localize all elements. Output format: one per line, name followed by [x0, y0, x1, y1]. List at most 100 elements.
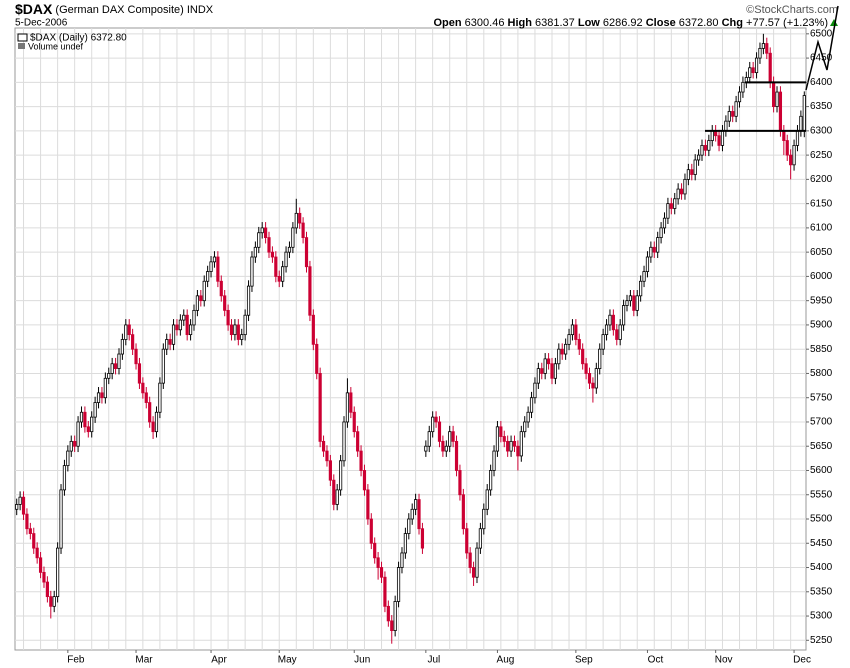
candle-body — [137, 363, 142, 384]
candle-body — [707, 140, 711, 151]
y-tick-label: 6100 — [810, 223, 833, 234]
y-tick-label: 6400 — [810, 77, 833, 88]
candle-body — [727, 111, 731, 122]
candle-body — [52, 596, 56, 607]
candle-body — [277, 276, 281, 282]
candle-body — [148, 402, 152, 423]
candle-body — [366, 489, 370, 520]
candle-body — [56, 547, 60, 598]
candle-body — [662, 217, 667, 229]
candle-body — [652, 246, 656, 253]
candle-body — [25, 513, 29, 530]
candle-body — [165, 339, 169, 350]
candle-body — [45, 581, 49, 598]
candle-body — [332, 479, 336, 505]
candle-body — [59, 489, 63, 549]
candle-body — [577, 339, 581, 350]
candle-body — [564, 343, 568, 355]
candle-body — [383, 576, 387, 607]
candle-body — [782, 130, 786, 141]
candle-body — [304, 237, 309, 268]
candle-body — [188, 324, 193, 336]
candle-body — [516, 445, 520, 457]
y-tick-label: 5300 — [810, 611, 833, 622]
candle-body — [345, 392, 350, 423]
candle-body — [107, 373, 111, 379]
legend-entry: Volume undef — [28, 41, 84, 51]
candle-body — [287, 246, 292, 253]
candle-body — [465, 528, 469, 554]
candle-body — [741, 81, 745, 93]
candle-body — [768, 52, 772, 83]
legend-icon — [17, 33, 28, 42]
candle-body — [795, 130, 800, 146]
candle-body — [390, 620, 394, 631]
candle-body — [373, 542, 377, 559]
candle-body — [560, 348, 564, 355]
candle-body — [448, 431, 452, 447]
candle-body — [656, 237, 660, 253]
legend-entry: $DAX (Daily) 6372.80 — [30, 33, 127, 44]
candle-body — [28, 528, 32, 534]
candle-body — [86, 426, 90, 433]
candle-body — [212, 256, 217, 263]
candle-body — [90, 416, 94, 433]
candle-body — [720, 130, 725, 146]
candle-body — [257, 232, 261, 248]
candle-body — [792, 145, 796, 166]
candle-body — [751, 67, 755, 74]
candle-body — [543, 358, 547, 374]
candle-body — [690, 169, 694, 175]
y-tick-label: 6050 — [810, 247, 833, 258]
candle-body — [615, 329, 619, 340]
quote-value: 6381.37 — [535, 17, 575, 29]
candle-body — [69, 440, 73, 452]
candle-body — [676, 188, 680, 200]
credit: ©StockCharts.com — [746, 4, 838, 16]
quote-label: Close — [646, 17, 676, 29]
candle-body — [161, 348, 165, 384]
y-tick-label: 5500 — [810, 514, 833, 525]
y-tick-label: 5900 — [810, 320, 833, 331]
candle-body — [478, 528, 482, 549]
candle-body — [737, 91, 742, 103]
x-tick-label: May — [278, 655, 297, 666]
candle-body — [154, 411, 159, 433]
candle-body — [294, 212, 298, 229]
candle-body — [407, 518, 411, 534]
x-tick-label: Mar — [135, 655, 153, 666]
quote-label: High — [508, 17, 533, 29]
candle-body — [301, 222, 305, 238]
y-tick-label: 6000 — [810, 271, 833, 282]
quote-value: 6372.80 — [679, 17, 719, 29]
candle-body — [291, 227, 295, 248]
candle-body — [96, 392, 101, 403]
candle-body — [178, 319, 182, 331]
date: 5-Dec-2006 — [15, 18, 68, 29]
candle-body — [113, 363, 118, 369]
candle-body — [202, 280, 206, 302]
y-tick-label: 5700 — [810, 417, 833, 428]
candle-body — [431, 416, 435, 433]
candle-body — [441, 440, 445, 452]
y-tick-label: 6300 — [810, 125, 833, 136]
candle-body — [195, 295, 200, 311]
candle-body — [802, 95, 806, 132]
candle-body — [533, 382, 537, 399]
candle-body — [434, 416, 438, 423]
header-left: $DAX (German DAX Composite) INDX — [15, 1, 214, 17]
candle-body — [171, 324, 176, 345]
candle-body — [15, 504, 19, 510]
candle-body — [471, 567, 476, 578]
candle-body — [185, 314, 189, 336]
candle-body — [683, 178, 687, 195]
candle-body — [686, 169, 690, 180]
candle-body — [546, 358, 551, 365]
quote: Open 6300.46 High 6381.37 Low 6286.92 Cl… — [433, 17, 828, 29]
candle-body — [376, 557, 380, 568]
candle-body — [424, 445, 428, 452]
candle-body — [369, 518, 373, 544]
candle-body — [243, 314, 247, 336]
